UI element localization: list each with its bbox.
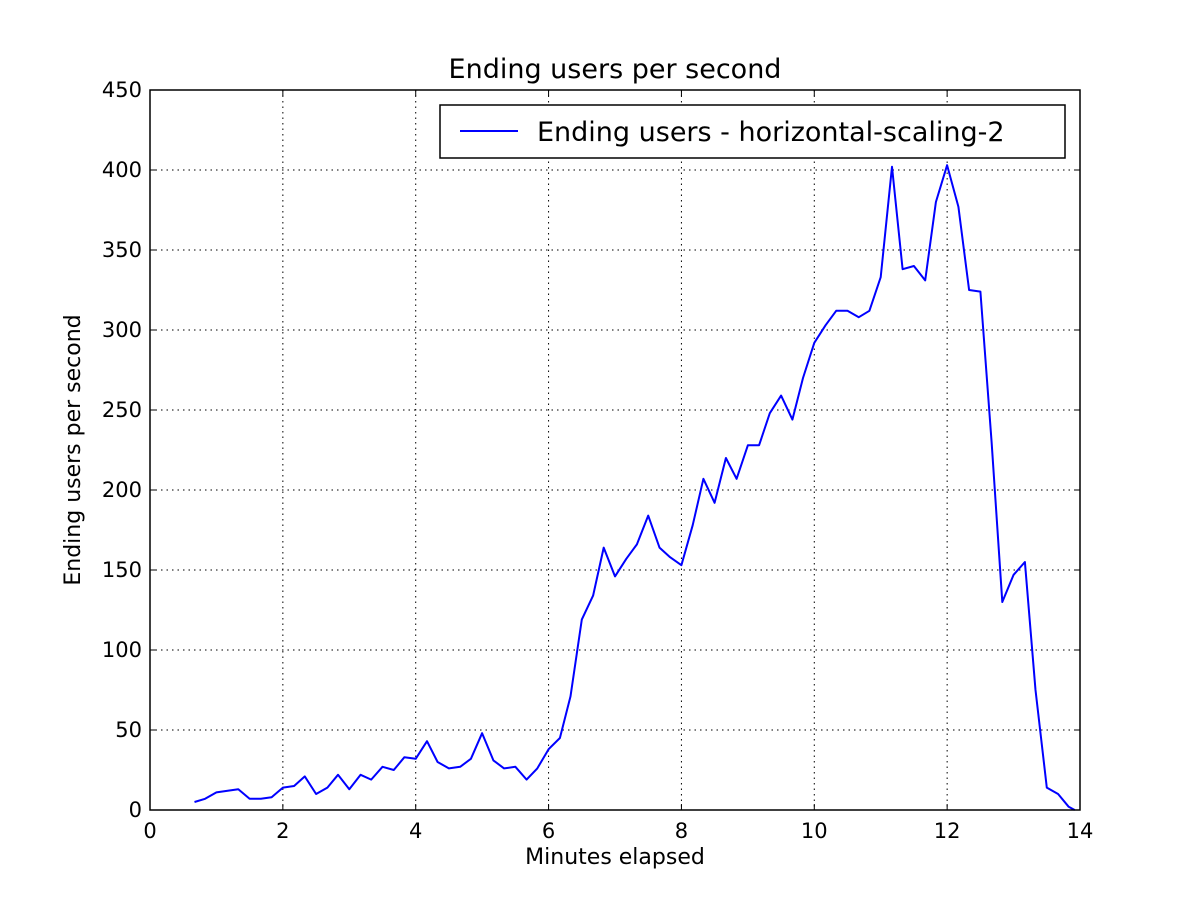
y-tick-label: 100 (102, 638, 142, 662)
plot-frame (149, 89, 1081, 811)
ticks: 0 2 4 6 8 10 12 14 0 50 100 150 200 250 300 350 400 450 (102, 78, 1093, 843)
y-tick-label: 300 (102, 318, 142, 342)
y-tick-label: 150 (102, 558, 142, 582)
y-tick-label: 450 (102, 78, 142, 102)
x-tick-label: 6 (542, 819, 555, 843)
y-tick-label: 350 (102, 238, 142, 262)
x-tick-label: 10 (801, 819, 828, 843)
series-layer (194, 164, 1076, 811)
y-tick-label: 50 (115, 718, 142, 742)
y-tick-label: 400 (102, 158, 142, 182)
legend-box (439, 104, 1066, 159)
legend-label: Ending users - horizontal-scaling-2 (537, 117, 1005, 148)
x-tick-label: 12 (934, 819, 961, 843)
chart-title: Ending users per second (449, 54, 782, 85)
y-tick-label: 200 (102, 478, 142, 502)
y-tick-label: 0 (129, 798, 142, 822)
x-tick-label: 8 (675, 819, 688, 843)
x-tick-label: 2 (276, 819, 289, 843)
series-line (194, 164, 1076, 811)
x-axis-title: Minutes elapsed (525, 845, 705, 870)
plot-area (150, 90, 1080, 810)
x-tick-label: 4 (409, 819, 422, 843)
y-axis-title: Ending users per second (61, 314, 86, 585)
legend: Ending users - horizontal-scaling-2 (439, 104, 1066, 159)
y-tick-label: 250 (102, 398, 142, 422)
x-tick-label: 14 (1067, 819, 1094, 843)
x-tick-label: 0 (143, 819, 156, 843)
